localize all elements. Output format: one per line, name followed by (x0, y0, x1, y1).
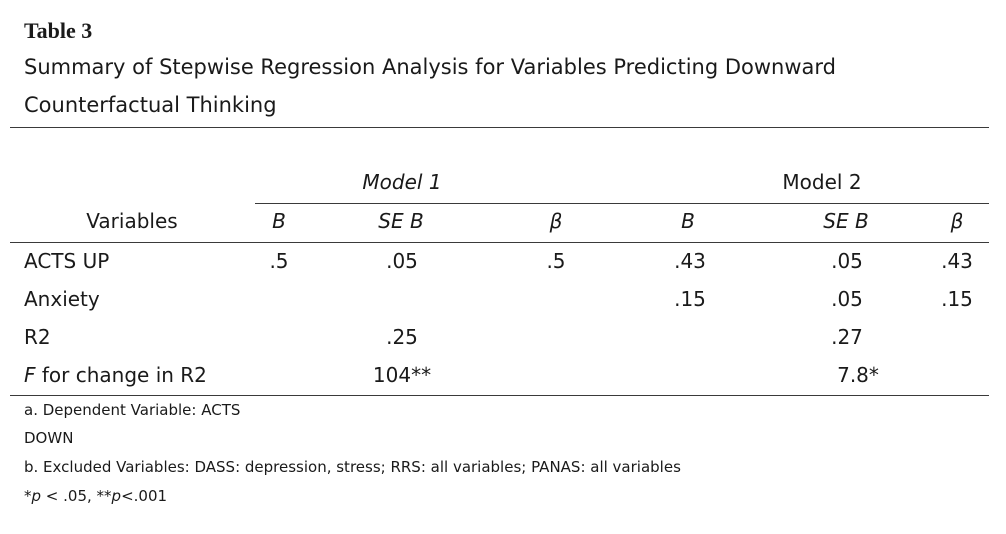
row-label: R2 (24, 325, 51, 349)
cell-beta-model2: .43 (941, 249, 973, 273)
col-b-model1: B (272, 209, 286, 233)
cell-seb-model2: 7.8* (837, 363, 879, 387)
cell-b-model2: .15 (674, 287, 706, 311)
model1-header: Model 1 (362, 170, 442, 194)
cell-b-model2: .43 (674, 249, 706, 273)
row-label: ACTS UP (24, 249, 110, 273)
cell-seb-model1: .25 (386, 325, 418, 349)
top-rule (10, 127, 989, 128)
col-beta-model1: β (549, 209, 563, 233)
note-significance: *p < .05, **p<.001 (24, 487, 168, 505)
note-b: b. Excluded Variables: DASS: depression,… (24, 458, 681, 476)
row-label: F for change in R2 (24, 363, 207, 387)
cell-beta-model2: .15 (941, 287, 973, 311)
model-header-rule (255, 203, 989, 204)
note-a-line2: DOWN (24, 429, 74, 447)
table-subtitle-line2: Counterfactual Thinking (24, 93, 277, 117)
cell-b-model1: .5 (269, 249, 289, 273)
table-title: Table 3 (24, 18, 93, 43)
col-seb-model2: SE B (823, 209, 869, 233)
cell-beta-model1: .5 (546, 249, 566, 273)
col-variables: Variables (86, 209, 178, 233)
col-b-model2: B (681, 209, 695, 233)
cell-seb-model2: .27 (831, 325, 863, 349)
cell-seb-model1: .05 (386, 249, 418, 273)
model2-header: Model 2 (782, 170, 862, 194)
col-beta-model2: β (950, 209, 964, 233)
cell-seb-model1: 104** (372, 363, 432, 387)
bottom-rule (10, 395, 989, 396)
note-a-line1: a. Dependent Variable: ACTS (24, 401, 241, 419)
cell-seb-model2: .05 (831, 287, 863, 311)
table-subtitle-line1: Summary of Stepwise Regression Analysis … (24, 55, 836, 79)
header-rule (10, 242, 989, 243)
cell-seb-model2: .05 (831, 249, 863, 273)
col-seb-model1: SE B (378, 209, 424, 233)
row-label: Anxiety (24, 287, 100, 311)
